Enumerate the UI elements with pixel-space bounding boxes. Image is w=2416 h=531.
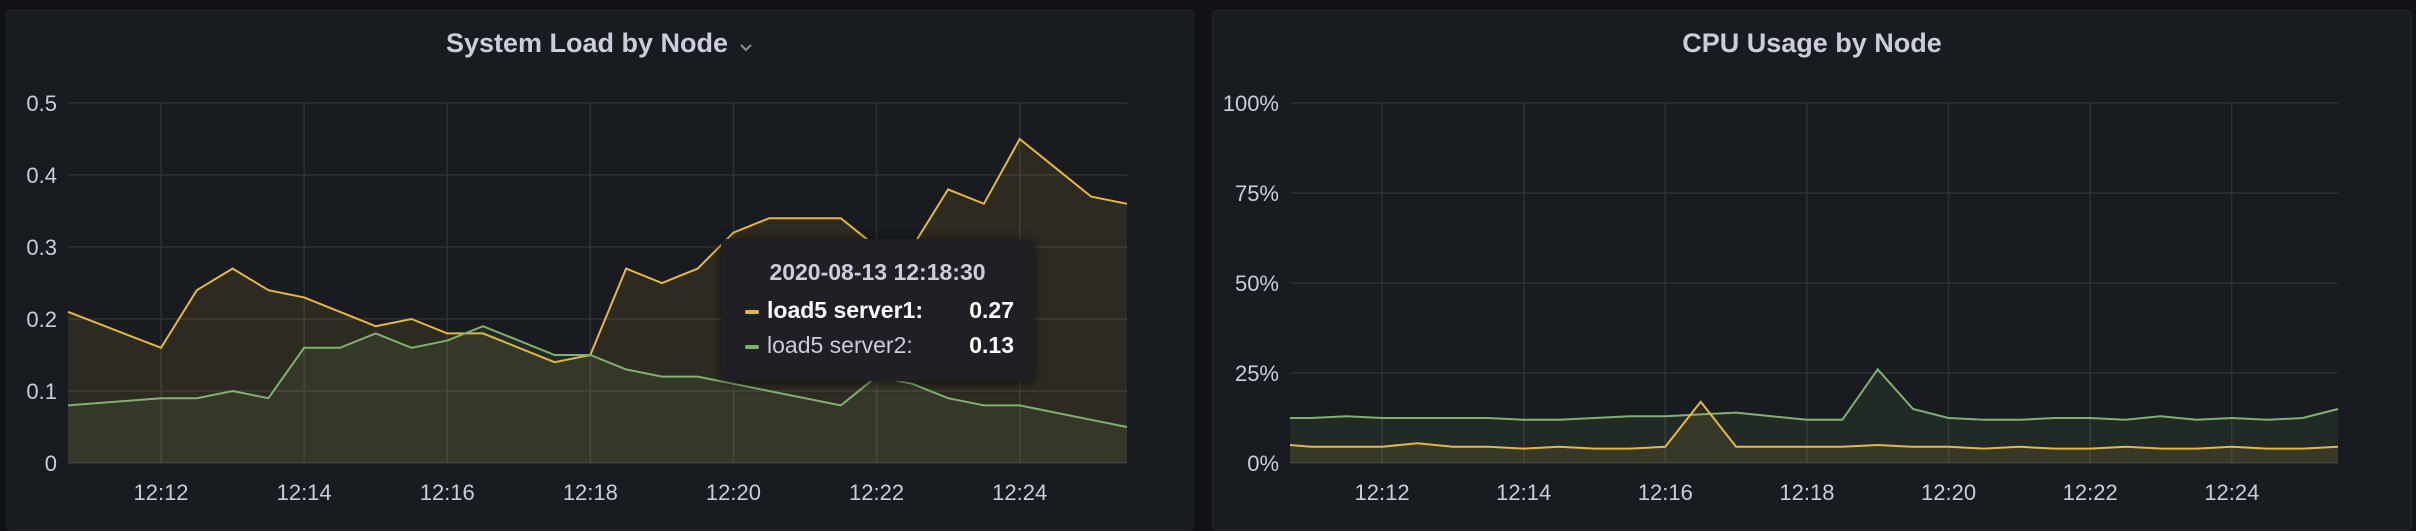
tooltip-value: 0.27 [969,295,1014,325]
series-color-swatch [745,310,759,314]
y-tick-label: 50% [1235,271,1279,296]
y-tick-label: 75% [1235,181,1279,206]
x-tick-label: 12:14 [277,480,332,505]
tooltip-row-server2: load5 server2: 0.13 [745,330,1014,360]
x-tick-label: 12:16 [1638,480,1693,505]
cpu-usage-chart[interactable]: 0% 25% 50% 75% 100% 12:12 12:14 12:16 12:18 12:20… [1213,11,2413,531]
x-tick-label: 12:24 [992,480,1047,505]
y-tick-label: 0 [45,451,57,476]
x-tick-label: 12:22 [849,480,904,505]
x-tick-label: 12:18 [563,480,618,505]
y-tick-label: 25% [1235,361,1279,386]
x-tick-label: 12:14 [1496,480,1551,505]
x-tick-label: 12:24 [2204,480,2259,505]
series-color-swatch [745,345,759,349]
y-tick-label: 0.5 [26,91,57,116]
y-tick-label: 0.4 [26,163,57,188]
hover-tooltip: 2020-08-13 12:18:30 load5 server1: 0.27 l… [721,239,1034,381]
tooltip-label: load5 server2: [767,332,913,358]
x-tick-label: 12:18 [1779,480,1834,505]
x-tick-label: 12:16 [420,480,475,505]
y-tick-label: 0.3 [26,235,57,260]
x-tick-label: 12:20 [1921,480,1976,505]
tooltip-value: 0.13 [969,330,1014,360]
tooltip-row-server1: load5 server1: 0.27 [745,295,1014,325]
x-tick-label: 12:20 [706,480,761,505]
y-tick-label: 100% [1223,91,1279,116]
series-line-server2 [1290,369,2338,419]
tooltip-time: 2020-08-13 12:18:30 [721,259,1034,286]
tooltip-label: load5 server1: [767,297,923,323]
y-tick-label: 0.2 [26,307,57,332]
x-tick-label: 12:12 [133,480,188,505]
y-tick-label: 0% [1247,451,1279,476]
x-tick-label: 12:22 [2063,480,2118,505]
y-tick-label: 0.1 [26,379,57,404]
x-tick-label: 12:12 [1355,480,1410,505]
